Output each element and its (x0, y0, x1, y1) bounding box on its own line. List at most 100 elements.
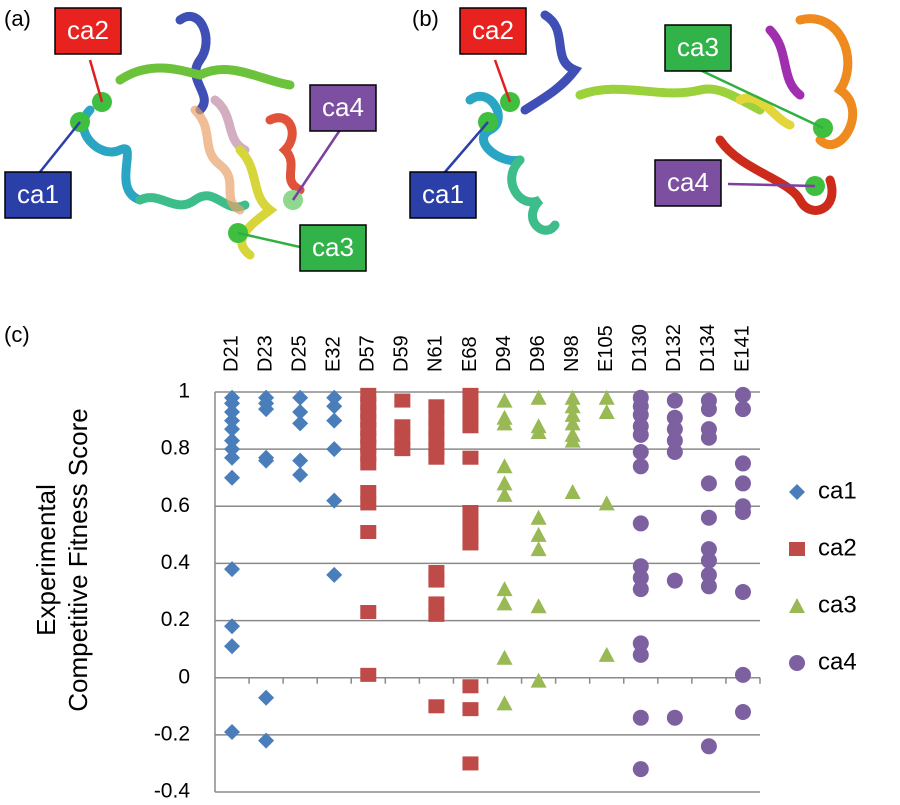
triangle-point (564, 398, 581, 414)
circle-point (632, 406, 649, 423)
site-box (664, 24, 732, 72)
diamond-point (224, 724, 241, 740)
triangle-point (598, 404, 615, 419)
site-label: ca2 (67, 15, 109, 45)
square-point (462, 419, 479, 434)
y-tick-label: 0.4 (161, 551, 191, 574)
diamond-point (292, 404, 309, 420)
site-label: ca3 (677, 32, 719, 62)
square-point (360, 605, 377, 619)
circle-point (666, 709, 683, 726)
x-tick-label: D23 (254, 335, 276, 372)
triangle-point (496, 595, 513, 611)
diamond-point (224, 412, 241, 429)
square-point (789, 542, 805, 556)
square-point (394, 393, 411, 408)
circle-point (700, 401, 717, 418)
triangle-point (530, 424, 547, 439)
site-box (309, 84, 377, 132)
diamond-point (224, 432, 241, 449)
diamond-point (258, 732, 275, 749)
x-tick-label: D25 (288, 335, 310, 372)
square-point (462, 399, 479, 414)
y-tick-label: -0.2 (154, 722, 190, 745)
y-tick-label: 0.6 (161, 494, 190, 517)
circle-point (734, 455, 751, 472)
x-tick-label: D59 (391, 335, 413, 372)
y-tick-label: 0.2 (161, 608, 190, 631)
site-labels: ca2 ca4 ca1 ca3 ca2 ca3 ca1 ca4 (4, 7, 732, 272)
circle-point (632, 444, 649, 460)
diamond-point (258, 452, 275, 469)
diamond-point (224, 441, 241, 458)
square-point (428, 430, 445, 445)
diamond-point (224, 638, 241, 655)
legend-label: ca1 (818, 477, 857, 504)
x-tick-label: E105 (595, 325, 617, 372)
triangle-point (598, 495, 615, 511)
diamond-point (326, 398, 343, 415)
diamond-point (326, 389, 343, 406)
triangle-point (598, 646, 615, 662)
square-point (462, 516, 479, 531)
circle-point (734, 666, 751, 683)
triangle-point (496, 649, 513, 665)
circle-point (734, 475, 751, 492)
square-point (428, 699, 445, 714)
triangle-point (496, 695, 513, 711)
circle-point (700, 552, 717, 569)
square-point (360, 456, 377, 471)
square-point (428, 596, 445, 611)
square-point (428, 450, 445, 465)
circle-point (632, 646, 649, 663)
diamond-point (224, 395, 241, 412)
square-point (394, 430, 411, 445)
circle-point (700, 738, 717, 755)
y-axis-label: Competitive Fitness Score (63, 408, 93, 711)
circle-point (666, 409, 683, 426)
diamond-point (258, 401, 275, 418)
diamond-point (326, 566, 343, 583)
site-box (459, 7, 527, 55)
triangle-point (530, 541, 547, 557)
circle-point (734, 386, 751, 403)
site-label: ca3 (312, 232, 354, 262)
triangle-point (598, 389, 615, 405)
triangle-point (564, 389, 581, 405)
legend-label: ca4 (818, 648, 857, 675)
circle-point (700, 578, 717, 595)
diamond-point (292, 452, 309, 469)
x-tick-label: N61 (425, 335, 447, 372)
triangle-point (530, 598, 547, 614)
triangle-point (530, 389, 547, 405)
circle-point (700, 566, 717, 583)
legend-label: ca3 (818, 591, 857, 618)
triangle-point (530, 672, 547, 688)
panel-label: (a) (4, 6, 31, 31)
square-point (462, 387, 479, 402)
circle-point (666, 432, 683, 449)
circle-point (734, 704, 751, 720)
x-tick-label: E32 (323, 336, 345, 372)
triangle-point (496, 581, 513, 597)
triangle-point (789, 598, 805, 613)
circle-point (666, 392, 683, 409)
triangle-point (564, 432, 581, 448)
y-tick-label: 0.8 (161, 437, 190, 460)
square-point (462, 536, 479, 551)
leader-lines (39, 59, 824, 249)
circle-point (666, 421, 683, 438)
x-tick-label: N98 (561, 335, 583, 372)
square-point (462, 450, 479, 465)
diamond-point (292, 389, 309, 406)
x-tick-label: D94 (493, 335, 515, 372)
triangle-point (564, 484, 581, 499)
site-box (54, 7, 122, 55)
x-tick-label: D130 (629, 324, 651, 372)
diamond-point (326, 492, 343, 509)
square-point (428, 573, 445, 588)
square-point (394, 419, 411, 434)
y-tick-label: 1 (178, 380, 190, 403)
triangle-point (530, 526, 547, 542)
